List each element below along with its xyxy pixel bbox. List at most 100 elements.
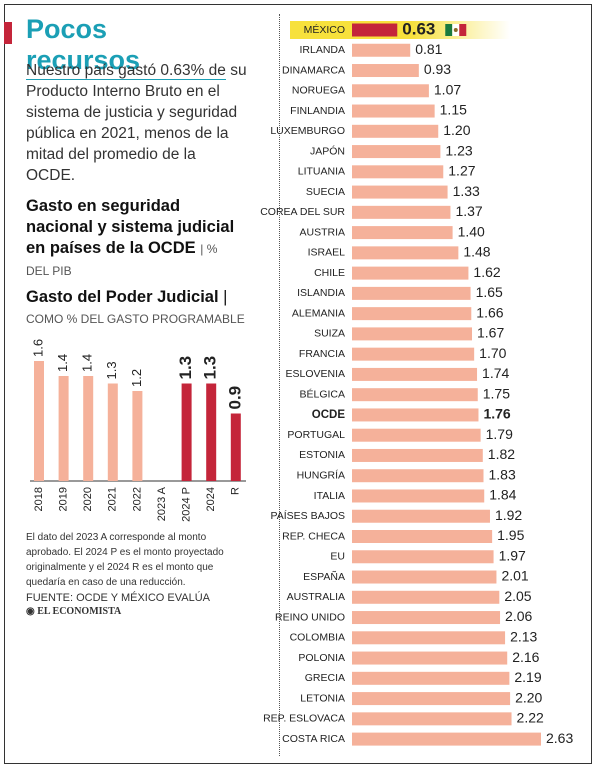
- category-label: COSTA RICA: [282, 733, 345, 745]
- bar: [352, 428, 481, 442]
- value-label: 1.79: [486, 426, 513, 442]
- category-label: SUIZA: [314, 328, 345, 340]
- value-label: 1.83: [489, 466, 516, 482]
- bar: [352, 509, 490, 523]
- value-label: 1.75: [483, 385, 510, 401]
- bar: [352, 327, 473, 341]
- bar: [34, 361, 44, 481]
- bar: [352, 286, 471, 300]
- category-label: EU: [330, 551, 345, 563]
- bar: [352, 165, 444, 179]
- chart1-heading: Gasto en seguridad nacional y sistema ju…: [26, 197, 235, 278]
- category-label: CHILE: [314, 267, 345, 279]
- category-label: LITUANIA: [298, 166, 345, 178]
- bar: [352, 367, 478, 381]
- bar: [352, 388, 478, 402]
- value-label: 1.37: [455, 203, 482, 219]
- value-label: 1.65: [476, 284, 503, 300]
- category-label: NORUEGA: [292, 85, 345, 97]
- value-label: 1.67: [477, 325, 504, 341]
- category-label: JAPÓN: [310, 144, 345, 157]
- bar: [352, 448, 483, 462]
- value-label: 1.3: [104, 361, 119, 379]
- value-label: 1.6: [30, 339, 45, 357]
- category-label: PORTUGAL: [287, 429, 345, 441]
- bar: [352, 23, 398, 37]
- value-label: 1.48: [463, 244, 490, 260]
- title-mark: [4, 22, 12, 44]
- value-label: 1.92: [495, 507, 522, 523]
- value-label: 1.3: [201, 356, 220, 380]
- value-label: 1.27: [448, 163, 475, 179]
- category-label: ESPAÑA: [303, 570, 345, 583]
- bar: [352, 732, 541, 746]
- bar: [352, 205, 451, 219]
- x-tick-label: 2024: [205, 487, 217, 511]
- bar: [58, 376, 69, 481]
- category-label: HUNGRÍA: [297, 469, 345, 482]
- x-tick-label: 2023 A: [156, 486, 168, 521]
- note: El dato del 2023 A corresponde al monto …: [26, 532, 224, 588]
- value-label: 1.23: [445, 142, 472, 158]
- value-label: 2.06: [505, 608, 532, 624]
- x-tick-label: R: [230, 487, 242, 495]
- category-label: FINLANDIA: [290, 105, 345, 117]
- bar: [352, 408, 479, 422]
- bar: [352, 145, 441, 159]
- bar: [352, 104, 435, 118]
- bar: [352, 246, 459, 260]
- bar: [352, 631, 506, 645]
- source: FUENTE: OCDE Y MÉXICO EVALÚA: [26, 592, 210, 604]
- category-label: FRANCIA: [299, 348, 345, 360]
- chart1-title: Gasto en seguridad nacional y sistema ju…: [26, 197, 235, 257]
- value-label: 0.81: [415, 41, 442, 57]
- bar: [206, 383, 217, 481]
- category-label: MÉXICO: [304, 23, 345, 36]
- divider: [279, 14, 280, 756]
- value-label: 1.62: [473, 264, 500, 280]
- flag: [453, 28, 458, 32]
- bar: [352, 469, 484, 483]
- category-label: AUSTRALIA: [287, 591, 345, 603]
- bar: [181, 383, 192, 481]
- bar: [352, 185, 448, 199]
- category-label: REP. ESLOVACA: [263, 713, 345, 725]
- value-label: 1.07: [434, 81, 461, 97]
- x-tick-label: 2022: [131, 487, 143, 511]
- x-tick-label: 2020: [82, 487, 94, 511]
- bar: [352, 550, 494, 564]
- value-label: 0.63: [402, 19, 435, 38]
- value-label: 1.15: [440, 102, 467, 118]
- bar: [352, 43, 411, 57]
- bar: [132, 391, 143, 481]
- intro: Nuestro país gastó 0.63% de su Producto …: [26, 62, 247, 184]
- chart2-unit: COMO % DEL GASTO PROGRAMABLE: [26, 312, 245, 326]
- category-label: POLONIA: [298, 652, 345, 664]
- bar: [352, 671, 510, 685]
- frame: [4, 4, 592, 764]
- chart1-unit: % DEL PIB: [26, 242, 218, 278]
- bar: [83, 376, 94, 481]
- value-label: 2.01: [501, 568, 528, 584]
- value-label: 1.70: [479, 345, 506, 361]
- category-label: ISRAEL: [308, 247, 346, 259]
- title: Pocos recursos: [26, 14, 226, 80]
- value-label: 2.16: [512, 649, 539, 665]
- value-label: 1.76: [483, 406, 510, 422]
- category-label: COREA DEL SUR: [260, 206, 345, 218]
- value-label: 2.19: [514, 669, 541, 685]
- value-label: 1.40: [458, 223, 485, 239]
- flag: [459, 24, 467, 36]
- bar: [352, 307, 472, 321]
- category-label: GRECIA: [305, 672, 345, 684]
- x-tick-label: 2019: [58, 487, 70, 511]
- value-label: 2.63: [546, 730, 573, 746]
- chart2-title: Gasto del Poder Judicial: [26, 288, 219, 306]
- x-tick-label: 2021: [107, 487, 119, 511]
- category-label: ESTONIA: [299, 449, 345, 461]
- value-label: 1.95: [497, 527, 524, 543]
- value-label: 0.93: [424, 61, 451, 77]
- bar: [230, 413, 241, 481]
- bar: [352, 611, 501, 625]
- bar: [352, 590, 500, 604]
